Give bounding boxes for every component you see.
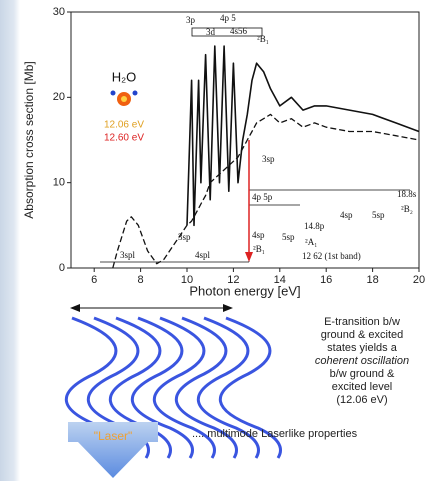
description-line: excited level — [332, 381, 393, 393]
hydrogen-atom — [110, 90, 116, 96]
wave-line — [174, 316, 238, 459]
plot-frame — [70, 11, 420, 269]
data-line — [186, 45, 420, 227]
arrowhead — [70, 304, 80, 312]
annotation: 4sp — [340, 210, 353, 220]
description-line: b/w ground & — [330, 368, 395, 380]
x-tick-label: 18 — [366, 274, 378, 286]
description-line: coherent oscillation — [315, 355, 409, 367]
x-tick-label: 6 — [91, 274, 97, 286]
oxygen-core — [121, 96, 127, 102]
annotation: 14.8p — [304, 221, 325, 231]
wave-line — [152, 316, 216, 459]
x-tick-label: 10 — [181, 274, 193, 286]
annotation: ²B₂ — [401, 204, 413, 214]
x-axis-label: Photon energy [eV] — [189, 283, 300, 298]
annotation: 5sp — [282, 232, 295, 242]
y-tick-label: 30 — [53, 6, 65, 18]
x-tick-label: 20 — [413, 274, 425, 286]
annotation: 4p 5p — [252, 192, 273, 202]
description-line: ground & excited — [321, 329, 404, 341]
arrow-label: "Laser" — [94, 429, 133, 443]
x-tick-label: 14 — [274, 274, 286, 286]
annotation: 4spl — [195, 250, 211, 260]
annotation: 3p — [186, 15, 196, 25]
annotation: ²B₁ — [257, 34, 269, 44]
wave-line — [196, 316, 260, 459]
hydrogen-atom — [132, 90, 138, 96]
y-tick-label: 20 — [53, 91, 65, 103]
x-tick-label: 12 — [227, 274, 239, 286]
arrowhead — [223, 304, 233, 312]
wave-line — [130, 316, 194, 459]
range-arrow — [70, 304, 233, 312]
description-line: (12.06 eV) — [336, 394, 387, 406]
annotation: 12 62 (1st band) — [302, 251, 361, 261]
annotation: 3d — [206, 27, 216, 37]
molecule: H₂O 12.06 eV 12.60 eV — [104, 69, 144, 143]
molecule-label: H₂O — [112, 69, 137, 84]
description-line: states yields a — [327, 342, 398, 354]
wave-line — [218, 316, 282, 459]
annotation: ²A₁ — [305, 237, 317, 247]
annotation: 5sp — [372, 210, 385, 220]
annotation: ²B₁ — [253, 244, 265, 254]
wave-line — [108, 316, 172, 459]
energy-label: 12.06 eV — [104, 120, 144, 131]
annotation: 3sp — [262, 154, 275, 164]
bracket — [191, 27, 263, 37]
annotation: 4s56 — [230, 26, 248, 36]
annotation: 3spl — [120, 250, 136, 260]
annotation: 3sp — [178, 232, 191, 242]
energy-label: 12.60 eV — [104, 133, 144, 144]
caption: .... multimode Laserlike properties — [192, 428, 358, 440]
y-tick-label: 10 — [53, 177, 65, 189]
x-tick-label: 16 — [320, 274, 332, 286]
y-tick-label: 0 — [59, 262, 65, 274]
red-arrowhead — [245, 252, 253, 262]
x-tick-label: 8 — [138, 274, 144, 286]
annotation: 18.8s — [397, 189, 417, 199]
data-line — [112, 113, 420, 269]
down-arrow — [68, 422, 158, 478]
annotation: 4p 5 — [220, 13, 236, 23]
description-line: E-transition b/w — [324, 316, 400, 328]
y-axis-label: Absorption cross section [Mb] — [22, 61, 36, 218]
annotation: 4sp — [252, 230, 265, 240]
annotations: 3p 4p 5 3d 4s56 ²B₁ 3sp ²B₂ 4sp 5sp 14.8… — [100, 13, 417, 263]
